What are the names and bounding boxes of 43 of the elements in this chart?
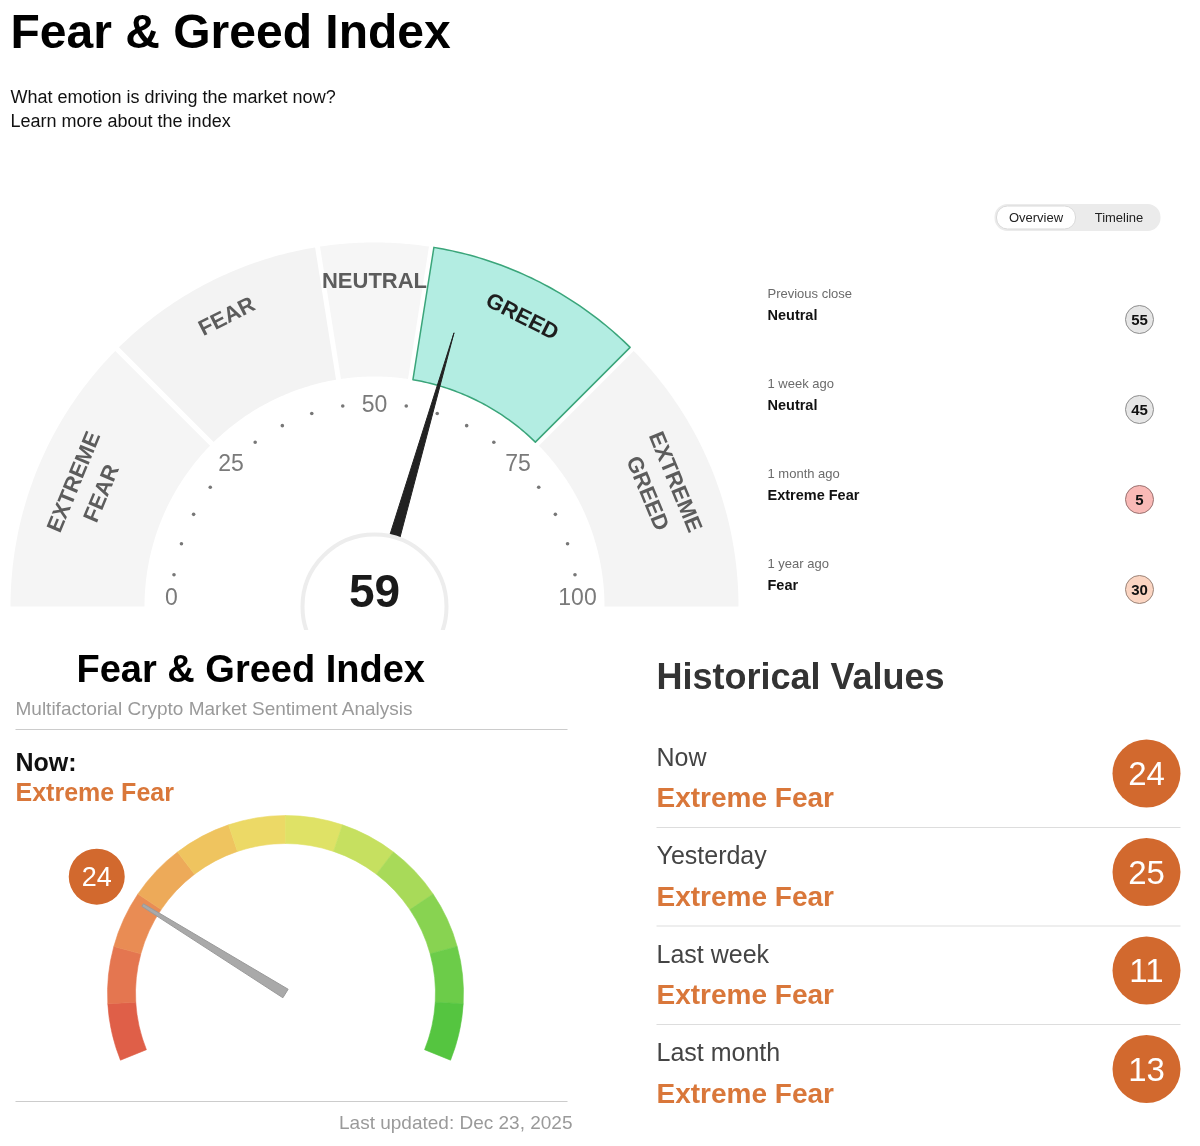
data-label: 24	[1128, 755, 1165, 792]
text: Historical Values	[656, 656, 945, 697]
text: Extreme Fear	[767, 486, 860, 503]
text: 100	[558, 584, 597, 610]
data-label: 13	[1128, 1050, 1165, 1088]
text: Extreme Fear	[656, 979, 835, 1010]
text: Last week	[656, 939, 770, 968]
text: Yesterday	[656, 841, 768, 869]
text: 25	[218, 450, 244, 477]
text: Learn more about the index	[10, 110, 231, 131]
text: Last updated: Dec 23, 2025	[339, 1112, 573, 1133]
text: 59	[348, 564, 401, 617]
text: Extreme Fear	[656, 1077, 835, 1109]
text: Extreme Fear	[15, 777, 175, 806]
text: Neutral	[767, 396, 818, 413]
text: Extreme Fear	[656, 782, 835, 813]
text: 1 week ago	[767, 376, 834, 391]
text: Fear	[767, 576, 799, 593]
data-label: 25	[1128, 853, 1165, 891]
text: 1 year ago	[767, 556, 829, 571]
text: 0	[165, 584, 178, 610]
text: Previous close	[767, 286, 853, 301]
text: Now:	[15, 747, 77, 776]
data-label: 30	[1131, 580, 1148, 598]
text: Overview	[1008, 210, 1064, 225]
slice-label: NEUTRAL	[321, 268, 428, 293]
text: Last month	[656, 1038, 781, 1066]
text: Neutral	[767, 306, 818, 323]
text: Multifactorial Crypto Market Sentiment Analysis	[15, 698, 413, 719]
data-label: 5	[1135, 490, 1144, 508]
data-label: 45	[1131, 400, 1148, 418]
text: 75	[505, 450, 531, 477]
chart-subtitle: What emotion is driving the market now?	[10, 86, 336, 107]
text: Extreme Fear	[656, 880, 835, 912]
text: Fear & Greed Index	[76, 647, 425, 690]
text: 50	[361, 391, 388, 417]
text: Now	[656, 742, 708, 771]
chart-title: Fear & Greed Index	[10, 5, 451, 58]
text: Timeline	[1094, 210, 1144, 225]
text: 1 month ago	[767, 466, 840, 481]
data-label: 55	[1131, 310, 1148, 328]
data-label: 24	[81, 862, 112, 893]
data-label: 11	[1129, 952, 1164, 989]
